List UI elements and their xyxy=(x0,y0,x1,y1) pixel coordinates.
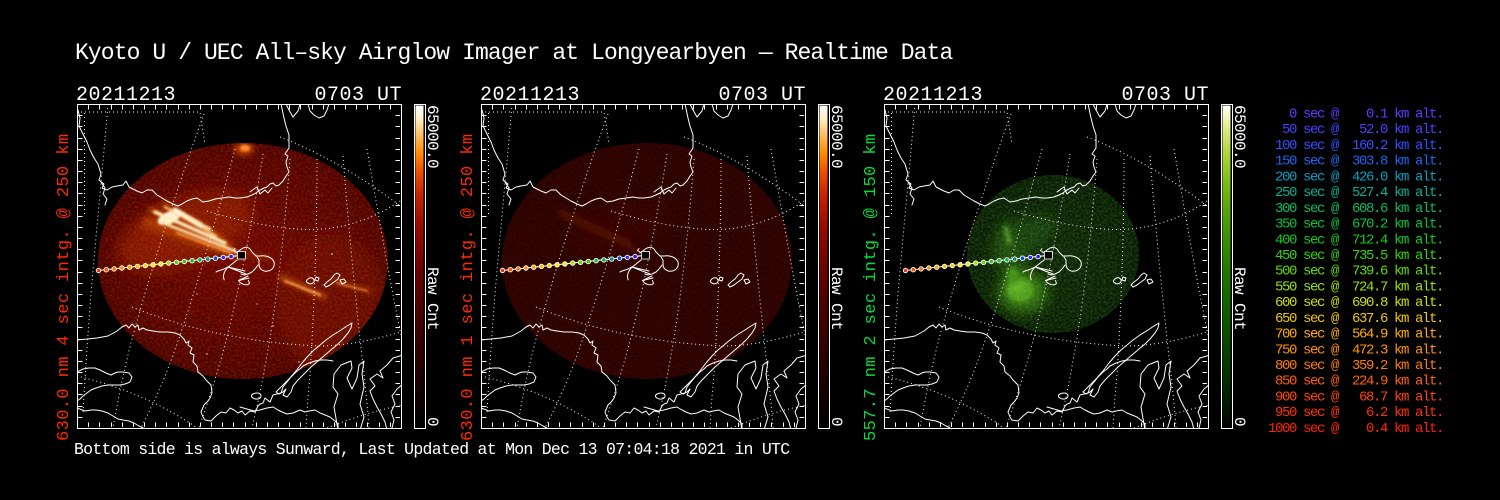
svg-text:557.7 nm 2 sec intg. @ 150 km: 557.7 nm 2 sec intg. @ 150 km xyxy=(862,134,881,441)
svg-text:650 sec @ 637.6 km alt.: 650 sec @ 637.6 km alt. xyxy=(1268,311,1443,327)
svg-text:100 sec @ 160.2 km alt.: 100 sec @ 160.2 km alt. xyxy=(1268,138,1443,154)
svg-text:Bottom side is always Sunward,: Bottom side is always Sunward, Last Upda… xyxy=(74,440,790,459)
svg-text:0703 UT: 0703 UT xyxy=(718,84,806,107)
svg-text:600 sec @ 690.8 km alt.: 600 sec @ 690.8 km alt. xyxy=(1268,295,1443,311)
svg-text:0: 0 xyxy=(827,417,845,426)
svg-text:0: 0 xyxy=(423,417,441,426)
svg-text:850 sec @ 224.9 km alt.: 850 sec @ 224.9 km alt. xyxy=(1268,374,1443,390)
svg-text:1000 sec @ 0.4 km alt.: 1000 sec @ 0.4 km alt. xyxy=(1268,421,1443,437)
svg-text:750 sec @ 472.3 km alt.: 750 sec @ 472.3 km alt. xyxy=(1268,342,1443,358)
svg-text:450 sec @ 735.5 km alt.: 450 sec @ 735.5 km alt. xyxy=(1268,248,1443,264)
svg-text:20211213: 20211213 xyxy=(76,84,176,107)
svg-text:900 sec @ 68.7 km alt.: 900 sec @ 68.7 km alt. xyxy=(1268,390,1443,406)
svg-text:400 sec @ 712.4 km alt.: 400 sec @ 712.4 km alt. xyxy=(1268,232,1443,248)
svg-text:Raw Cnt: Raw Cnt xyxy=(827,267,845,330)
svg-text:350 sec @ 670.2 km alt.: 350 sec @ 670.2 km alt. xyxy=(1268,217,1443,233)
svg-text:65000.0: 65000.0 xyxy=(827,105,845,168)
svg-text:500 sec @ 739.6 km alt.: 500 sec @ 739.6 km alt. xyxy=(1268,264,1443,280)
svg-text:200 sec @ 426.0 km alt.: 200 sec @ 426.0 km alt. xyxy=(1268,169,1443,185)
svg-text:Kyoto U / UEC All–sky Airglow: Kyoto U / UEC All–sky Airglow Imager at … xyxy=(75,40,953,66)
svg-text:550 sec @ 724.7 km alt.: 550 sec @ 724.7 km alt. xyxy=(1268,279,1443,295)
svg-text:Raw Cnt: Raw Cnt xyxy=(1230,267,1248,330)
svg-text:50 sec @ 52.0 km alt.: 50 sec @ 52.0 km alt. xyxy=(1268,122,1443,138)
svg-text:150 sec @ 303.8 km alt.: 150 sec @ 303.8 km alt. xyxy=(1268,154,1443,170)
svg-text:300 sec @ 608.6 km alt.: 300 sec @ 608.6 km alt. xyxy=(1268,201,1443,217)
svg-text:630.0 nm 1 sec intg. @ 250 km: 630.0 nm 1 sec intg. @ 250 km xyxy=(459,134,478,441)
svg-text:250 sec @ 527.4 km alt.: 250 sec @ 527.4 km alt. xyxy=(1268,185,1443,201)
svg-text:20211213: 20211213 xyxy=(480,84,580,107)
svg-text:630.0 nm 4 sec intg. @ 250 km: 630.0 nm 4 sec intg. @ 250 km xyxy=(55,134,74,441)
svg-text:65000.0: 65000.0 xyxy=(423,105,441,168)
svg-text:0703 UT: 0703 UT xyxy=(314,84,402,107)
svg-text:65000.0: 65000.0 xyxy=(1230,105,1248,168)
svg-text:950 sec @ 6.2 km alt.: 950 sec @ 6.2 km alt. xyxy=(1268,405,1443,421)
svg-text:0: 0 xyxy=(1230,417,1248,426)
svg-text:0703 UT: 0703 UT xyxy=(1121,84,1209,107)
svg-text:20211213: 20211213 xyxy=(883,84,983,107)
svg-text:700 sec @ 564.9 km alt.: 700 sec @ 564.9 km alt. xyxy=(1268,327,1443,343)
svg-text:Raw Cnt: Raw Cnt xyxy=(423,267,441,330)
svg-text:800 sec @ 359.2 km alt.: 800 sec @ 359.2 km alt. xyxy=(1268,358,1443,374)
svg-text:0 sec @ 0.1 km alt.: 0 sec @ 0.1 km alt. xyxy=(1268,107,1443,123)
